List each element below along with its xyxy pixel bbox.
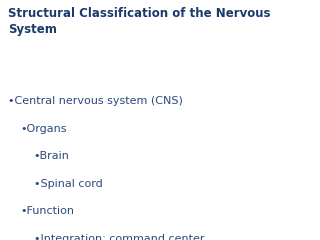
Text: Structural Classification of the Nervous
System: Structural Classification of the Nervous… <box>8 7 270 36</box>
Text: •Brain: •Brain <box>34 151 69 161</box>
Text: •Central nervous system (CNS): •Central nervous system (CNS) <box>8 96 183 106</box>
Text: •Function: •Function <box>21 206 75 216</box>
Text: •Organs: •Organs <box>21 124 67 134</box>
Text: •Spinal cord: •Spinal cord <box>34 179 102 189</box>
Text: •Integration; command center: •Integration; command center <box>34 234 204 240</box>
